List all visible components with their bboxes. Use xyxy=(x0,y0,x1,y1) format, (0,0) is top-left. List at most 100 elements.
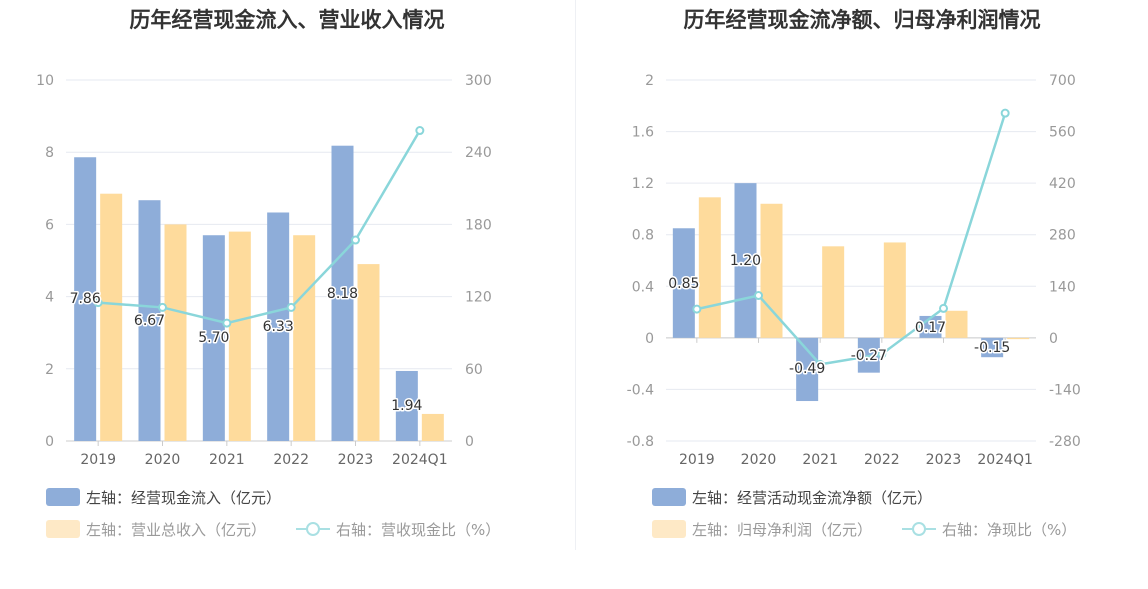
y-left-tick-label: 0.4 xyxy=(632,279,654,295)
bar-secondary xyxy=(822,246,845,338)
x-tick-label: 2022 xyxy=(273,452,309,468)
legend-revenue[interactable]: 左轴：营业总收入（亿元） xyxy=(46,519,266,540)
legend-line-marker-icon xyxy=(902,520,936,538)
x-tick-label: 2023 xyxy=(338,452,374,468)
data-label: 0.17 xyxy=(915,320,946,336)
legend-label: 右轴：营收现金比（%） xyxy=(336,521,501,539)
y-left-tick-label: 4 xyxy=(45,290,54,306)
bar-primary xyxy=(796,337,819,402)
data-label: 5.70 xyxy=(198,330,229,346)
legend-swatch-blue xyxy=(652,488,686,506)
data-label: -0.27 xyxy=(851,348,887,364)
bar-secondary xyxy=(293,235,316,441)
y-right-tick-label: 240 xyxy=(465,145,492,161)
bar-primary xyxy=(672,228,695,338)
x-tick-label: 2020 xyxy=(145,452,181,468)
legend-swatch-orange xyxy=(652,520,686,538)
legend-swatch-orange xyxy=(46,520,80,538)
legend-net-cash-ratio[interactable]: 右轴：净现比（%） xyxy=(902,519,1076,540)
bar-primary xyxy=(138,200,161,441)
y-right-tick-label: 0 xyxy=(465,434,474,450)
ratio-line xyxy=(98,129,421,325)
y-left-tick-label: -0.8 xyxy=(627,434,654,450)
legend-net-operating-cash[interactable]: 左轴：经营活动现金流净额（亿元） xyxy=(652,487,932,508)
bar-primary xyxy=(202,235,225,441)
x-tick-label: 2019 xyxy=(80,452,116,468)
data-label: 6.67 xyxy=(134,313,165,329)
bar-secondary xyxy=(357,264,380,441)
y-right-tick-label: -140 xyxy=(1049,382,1081,398)
bar-primary xyxy=(395,370,418,441)
ratio-point xyxy=(351,235,360,245)
bar-primary xyxy=(331,145,354,441)
x-tick-label: 2024Q1 xyxy=(977,452,1033,468)
data-label: 1.94 xyxy=(391,398,422,414)
ratio-line xyxy=(696,112,1007,366)
data-label: 1.20 xyxy=(730,253,761,269)
legend-label: 右轴：净现比（%） xyxy=(942,521,1077,539)
y-left-tick-label: 0 xyxy=(45,434,54,450)
ratio-point xyxy=(93,298,103,308)
bar-primary xyxy=(74,157,97,441)
ratio-point xyxy=(754,290,763,300)
y-left-tick-label: 1.6 xyxy=(632,125,654,141)
legend-net-profit[interactable]: 左轴：归母净利润（亿元） xyxy=(652,519,872,540)
bar-secondary xyxy=(421,413,444,441)
ratio-point xyxy=(158,302,167,312)
data-label: 6.33 xyxy=(263,319,294,335)
y-right-tick-label: 60 xyxy=(465,362,483,378)
legend-label: 左轴：经营现金流入（亿元） xyxy=(86,489,282,507)
y-right-tick-label: 700 xyxy=(1049,73,1076,89)
bar-secondary xyxy=(883,242,906,338)
ratio-point xyxy=(939,303,948,313)
data-label: 7.86 xyxy=(70,291,101,307)
x-tick-label: 2024Q1 xyxy=(392,452,448,468)
bar-secondary xyxy=(945,310,968,338)
ratio-point xyxy=(1000,108,1010,118)
legend-label: 左轴：经营活动现金流净额（亿元） xyxy=(692,489,933,507)
legend-swatch-blue xyxy=(46,488,80,506)
y-right-tick-label: 0 xyxy=(1049,331,1058,347)
chart-title: 历年经营现金流净额、归母净利润情况 xyxy=(683,8,1041,32)
bar-primary xyxy=(981,337,1004,358)
ratio-point xyxy=(877,349,887,359)
y-left-tick-label: 1.2 xyxy=(632,176,654,192)
y-right-tick-label: 560 xyxy=(1049,125,1076,141)
legend-label: 左轴：营业总收入（亿元） xyxy=(86,521,267,539)
y-left-tick-label: -0.4 xyxy=(627,382,654,398)
net-cash-profit-chart: -0.8 -0.4 0 0.4 0.8 1.2 1.6 2 -280 -140 0 140 280 420… xyxy=(627,73,1081,468)
y-right-tick-label: 300 xyxy=(465,73,492,89)
ratio-point xyxy=(286,302,296,312)
data-label: -0.49 xyxy=(789,361,825,377)
x-tick-label: 2021 xyxy=(209,452,245,468)
y-left-tick-label: 2 xyxy=(45,362,54,378)
ratio-point xyxy=(415,126,425,136)
bar-secondary xyxy=(698,197,721,338)
y-left-tick-label: 6 xyxy=(45,217,54,233)
y-left-tick-label: 10 xyxy=(36,73,54,89)
y-left-tick-label: 8 xyxy=(45,145,54,161)
ratio-point xyxy=(222,318,232,328)
y-right-tick-label: -280 xyxy=(1049,434,1081,450)
legend-cash-inflow[interactable]: 左轴：经营现金流入（亿元） xyxy=(46,487,281,508)
ratio-point xyxy=(692,304,702,314)
y-left-tick-label: 2 xyxy=(645,73,654,89)
bar-primary xyxy=(267,212,290,441)
y-left-tick-label: 0.8 xyxy=(632,228,654,244)
bar-secondary xyxy=(1007,337,1030,340)
data-label: 8.18 xyxy=(327,286,358,302)
legend-revenue-cash-ratio[interactable]: 右轴：营收现金比（%） xyxy=(296,519,500,540)
bar-secondary xyxy=(228,231,251,441)
x-tick-label: 2021 xyxy=(802,452,838,468)
cash-inflow-revenue-panel: 历年经营现金流入、营业收入情况 0 2 4 6 8 10 0 60 120 180 240 300 20… xyxy=(0,0,574,550)
y-right-tick-label: 180 xyxy=(465,217,492,233)
y-right-tick-label: 140 xyxy=(1049,279,1076,295)
y-right-tick-label: 420 xyxy=(1049,176,1076,192)
y-right-tick-label: 120 xyxy=(465,290,492,306)
legend-label: 左轴：归母净利润（亿元） xyxy=(692,521,873,539)
data-label: -0.15 xyxy=(974,340,1010,356)
ratio-point xyxy=(815,359,825,369)
y-right-tick-label: 280 xyxy=(1049,228,1076,244)
x-tick-label: 2022 xyxy=(864,452,900,468)
bar-secondary xyxy=(100,193,123,441)
